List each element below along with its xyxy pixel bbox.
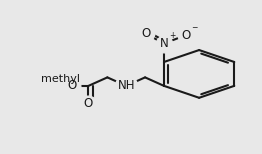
Text: O: O: [141, 27, 150, 40]
Text: O: O: [68, 79, 77, 92]
Text: O: O: [182, 28, 191, 42]
Text: +: +: [169, 31, 176, 41]
Text: −: −: [192, 23, 198, 32]
Text: O: O: [84, 97, 93, 110]
Text: N: N: [160, 37, 168, 50]
Text: NH: NH: [117, 79, 135, 92]
Text: methyl: methyl: [41, 74, 80, 84]
